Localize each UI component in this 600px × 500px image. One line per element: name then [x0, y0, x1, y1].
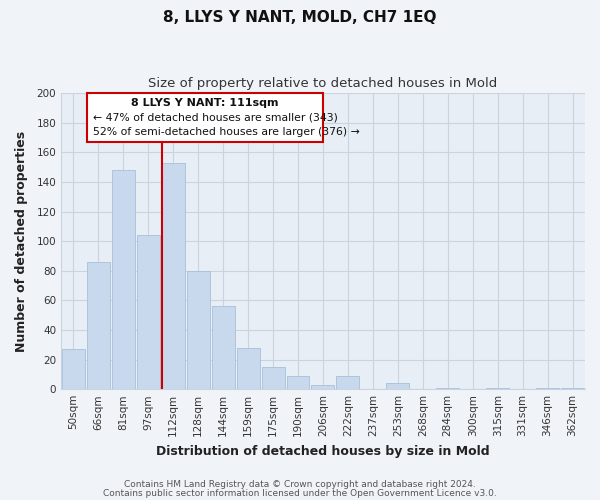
Bar — [337, 376, 359, 389]
X-axis label: Distribution of detached houses by size in Mold: Distribution of detached houses by size … — [156, 444, 490, 458]
Bar — [212, 306, 235, 389]
Bar — [187, 270, 209, 389]
Text: ← 47% of detached houses are smaller (343): ← 47% of detached houses are smaller (34… — [94, 112, 338, 122]
Text: 52% of semi-detached houses are larger (376) →: 52% of semi-detached houses are larger (… — [94, 127, 360, 137]
Bar — [137, 235, 160, 389]
Text: Contains HM Land Registry data © Crown copyright and database right 2024.: Contains HM Land Registry data © Crown c… — [124, 480, 476, 489]
Bar — [236, 348, 260, 389]
FancyBboxPatch shape — [87, 93, 323, 142]
Text: Contains public sector information licensed under the Open Government Licence v3: Contains public sector information licen… — [103, 488, 497, 498]
Bar — [262, 367, 284, 389]
Bar — [311, 384, 334, 389]
Text: 8 LLYS Y NANT: 111sqm: 8 LLYS Y NANT: 111sqm — [131, 98, 279, 108]
Bar — [486, 388, 509, 389]
Bar — [287, 376, 310, 389]
Bar — [87, 262, 110, 389]
Bar — [162, 162, 185, 389]
Bar — [561, 388, 584, 389]
Bar — [386, 384, 409, 389]
Bar — [62, 349, 85, 389]
Text: 8, LLYS Y NANT, MOLD, CH7 1EQ: 8, LLYS Y NANT, MOLD, CH7 1EQ — [163, 10, 437, 25]
Bar — [436, 388, 459, 389]
Y-axis label: Number of detached properties: Number of detached properties — [15, 130, 28, 352]
Bar — [112, 170, 135, 389]
Bar — [536, 388, 559, 389]
Title: Size of property relative to detached houses in Mold: Size of property relative to detached ho… — [148, 78, 497, 90]
